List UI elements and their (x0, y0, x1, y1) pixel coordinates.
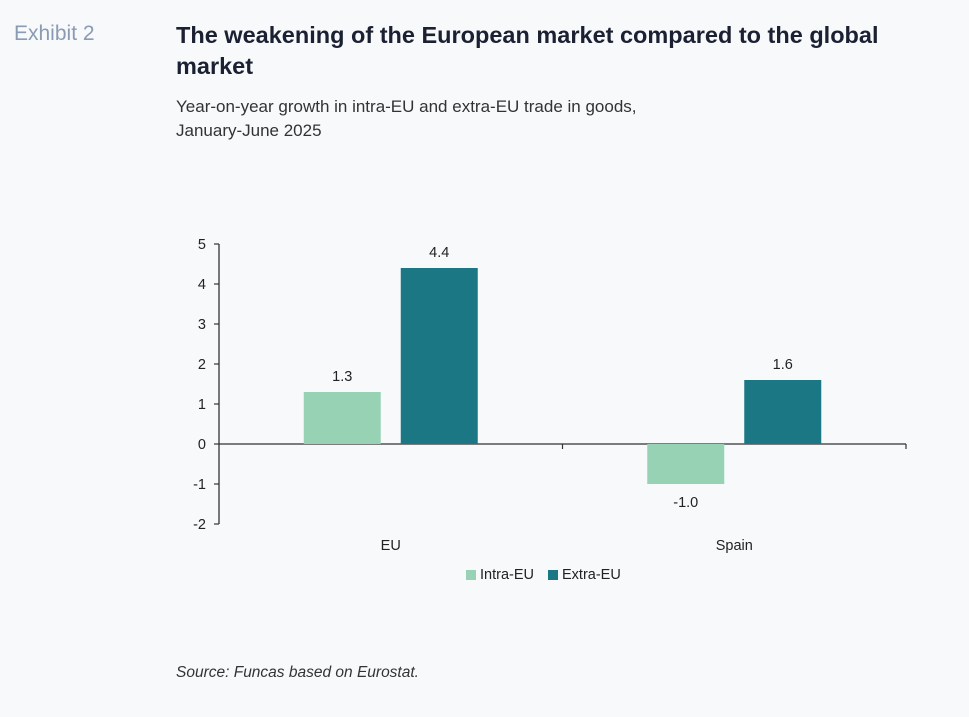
y-tick-label: 0 (198, 437, 206, 453)
legend-item-intra-eu: Intra-EU (466, 567, 534, 583)
y-tick-label: 1 (198, 397, 206, 413)
subtitle-line-2: January-June 2025 (176, 121, 322, 140)
y-tick-label: -2 (193, 517, 206, 533)
legend-swatch-extra-eu (548, 570, 558, 580)
bar-extra-eu-eu (400, 268, 478, 444)
legend-label-intra-eu: Intra-EU (480, 567, 534, 583)
source-note: Source: Funcas based on Eurostat. (176, 664, 419, 681)
data-label: -1.0 (673, 495, 698, 511)
data-label: 1.3 (332, 369, 352, 385)
x-category-label: Spain (716, 538, 753, 554)
exhibit-label: Exhibit 2 (14, 22, 95, 45)
bar-intra-eu-eu (303, 392, 381, 444)
legend-label-extra-eu: Extra-EU (562, 567, 621, 583)
y-tick-label: 4 (198, 277, 206, 293)
y-tick-label: -1 (193, 477, 206, 493)
y-tick-label: 3 (198, 317, 206, 333)
bar-extra-eu-spain (744, 380, 822, 444)
chart-subtitle: Year-on-year growth in intra-EU and extr… (176, 95, 876, 143)
bar-intra-eu-spain (647, 444, 725, 484)
data-label: 1.6 (773, 357, 793, 373)
y-tick-label: 5 (198, 237, 206, 253)
chart-title: The weakening of the European market com… (176, 22, 879, 79)
legend-item-extra-eu: Extra-EU (548, 567, 621, 583)
x-category-label: EU (381, 538, 401, 554)
legend: Intra-EU Extra-EU (466, 567, 621, 583)
data-label: 4.4 (429, 245, 449, 261)
legend-swatch-intra-eu (466, 570, 476, 580)
y-tick-label: 2 (198, 357, 206, 373)
subtitle-line-1: Year-on-year growth in intra-EU and extr… (176, 97, 637, 116)
